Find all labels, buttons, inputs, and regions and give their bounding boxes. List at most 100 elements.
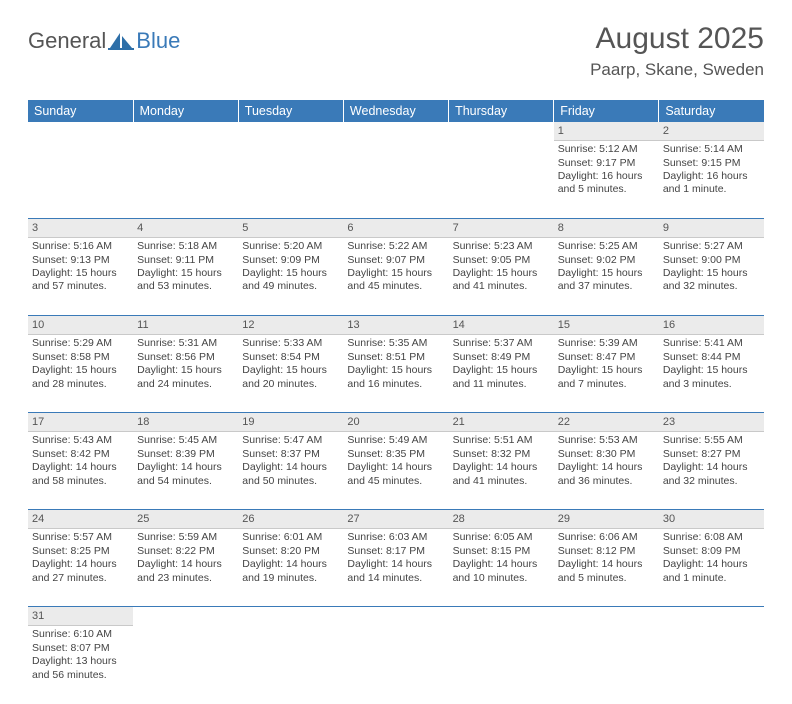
sunset-text: Sunset: 8:49 PM <box>453 351 550 364</box>
day1-text: Daylight: 15 hours <box>558 364 655 377</box>
day1-text: Daylight: 13 hours <box>32 655 129 668</box>
day1-text: Daylight: 14 hours <box>663 461 760 474</box>
day2-text: and 41 minutes. <box>453 475 550 488</box>
col-friday: Friday <box>554 100 659 122</box>
day1-text: Daylight: 15 hours <box>32 364 129 377</box>
day1-text: Daylight: 14 hours <box>558 461 655 474</box>
day2-text: and 23 minutes. <box>137 572 234 585</box>
day-cell <box>238 626 343 704</box>
day-cell <box>659 626 764 704</box>
day1-text: Daylight: 15 hours <box>242 267 339 280</box>
sunrise-text: Sunrise: 5:59 AM <box>137 531 234 544</box>
col-saturday: Saturday <box>659 100 764 122</box>
day1-text: Daylight: 16 hours <box>558 170 655 183</box>
day-cell: Sunrise: 6:06 AMSunset: 8:12 PMDaylight:… <box>554 529 659 607</box>
day-cell: Sunrise: 5:27 AMSunset: 9:00 PMDaylight:… <box>659 238 764 316</box>
sunrise-text: Sunrise: 5:55 AM <box>663 434 760 447</box>
sunset-text: Sunset: 9:15 PM <box>663 157 760 170</box>
col-thursday: Thursday <box>449 100 554 122</box>
day-number: 13 <box>343 316 448 335</box>
day-number: 7 <box>449 219 554 238</box>
day2-text: and 1 minute. <box>663 183 760 196</box>
day2-text: and 1 minute. <box>663 572 760 585</box>
sunrise-text: Sunrise: 5:23 AM <box>453 240 550 253</box>
sunset-text: Sunset: 8:30 PM <box>558 448 655 461</box>
day2-text: and 54 minutes. <box>137 475 234 488</box>
day-number: 24 <box>28 510 133 529</box>
sunrise-text: Sunrise: 6:10 AM <box>32 628 129 641</box>
day2-text: and 3 minutes. <box>663 378 760 391</box>
sunset-text: Sunset: 8:25 PM <box>32 545 129 558</box>
day-number: 2 <box>659 122 764 141</box>
sunset-text: Sunset: 8:32 PM <box>453 448 550 461</box>
sunset-text: Sunset: 8:22 PM <box>137 545 234 558</box>
day-number: 14 <box>449 316 554 335</box>
day-cell <box>449 141 554 219</box>
day1-text: Daylight: 14 hours <box>32 558 129 571</box>
day1-text: Daylight: 16 hours <box>663 170 760 183</box>
day-cell <box>238 141 343 219</box>
day-number: 8 <box>554 219 659 238</box>
day-number: 15 <box>554 316 659 335</box>
day-number: 25 <box>133 510 238 529</box>
location-label: Paarp, Skane, Sweden <box>590 60 764 80</box>
day1-text: Daylight: 14 hours <box>347 558 444 571</box>
day-cell <box>133 626 238 704</box>
day-cell: Sunrise: 5:47 AMSunset: 8:37 PMDaylight:… <box>238 432 343 510</box>
week-row: Sunrise: 5:57 AMSunset: 8:25 PMDaylight:… <box>28 529 764 607</box>
sunrise-text: Sunrise: 5:45 AM <box>137 434 234 447</box>
day1-text: Daylight: 14 hours <box>137 558 234 571</box>
day-number: 29 <box>554 510 659 529</box>
day-number <box>659 607 764 626</box>
sunset-text: Sunset: 9:00 PM <box>663 254 760 267</box>
sunset-text: Sunset: 8:42 PM <box>32 448 129 461</box>
day1-text: Daylight: 14 hours <box>242 461 339 474</box>
day-number: 21 <box>449 413 554 432</box>
sunrise-text: Sunrise: 5:47 AM <box>242 434 339 447</box>
sunset-text: Sunset: 8:17 PM <box>347 545 444 558</box>
day-number <box>343 607 448 626</box>
sunset-text: Sunset: 8:35 PM <box>347 448 444 461</box>
day2-text: and 5 minutes. <box>558 183 655 196</box>
sunrise-text: Sunrise: 5:31 AM <box>137 337 234 350</box>
sunrise-text: Sunrise: 5:18 AM <box>137 240 234 253</box>
day-number: 10 <box>28 316 133 335</box>
day-cell <box>133 141 238 219</box>
sunset-text: Sunset: 9:11 PM <box>137 254 234 267</box>
day-number: 5 <box>238 219 343 238</box>
day2-text: and 5 minutes. <box>558 572 655 585</box>
day-number <box>554 607 659 626</box>
day-cell: Sunrise: 5:43 AMSunset: 8:42 PMDaylight:… <box>28 432 133 510</box>
sunset-text: Sunset: 8:12 PM <box>558 545 655 558</box>
day2-text: and 32 minutes. <box>663 280 760 293</box>
day1-text: Daylight: 14 hours <box>347 461 444 474</box>
day-number-row: 31 <box>28 607 764 626</box>
sunrise-text: Sunrise: 5:25 AM <box>558 240 655 253</box>
day2-text: and 32 minutes. <box>663 475 760 488</box>
sunrise-text: Sunrise: 5:57 AM <box>32 531 129 544</box>
day-number: 23 <box>659 413 764 432</box>
day-cell: Sunrise: 5:59 AMSunset: 8:22 PMDaylight:… <box>133 529 238 607</box>
day-cell: Sunrise: 5:23 AMSunset: 9:05 PMDaylight:… <box>449 238 554 316</box>
sunset-text: Sunset: 9:02 PM <box>558 254 655 267</box>
day-number: 26 <box>238 510 343 529</box>
day-number: 27 <box>343 510 448 529</box>
day-cell: Sunrise: 5:53 AMSunset: 8:30 PMDaylight:… <box>554 432 659 510</box>
day2-text: and 36 minutes. <box>558 475 655 488</box>
day1-text: Daylight: 14 hours <box>242 558 339 571</box>
day-number <box>133 607 238 626</box>
day2-text: and 24 minutes. <box>137 378 234 391</box>
sunrise-text: Sunrise: 6:01 AM <box>242 531 339 544</box>
day-number: 4 <box>133 219 238 238</box>
sunset-text: Sunset: 8:44 PM <box>663 351 760 364</box>
day2-text: and 28 minutes. <box>32 378 129 391</box>
sunset-text: Sunset: 9:13 PM <box>32 254 129 267</box>
day-cell: Sunrise: 5:22 AMSunset: 9:07 PMDaylight:… <box>343 238 448 316</box>
sunset-text: Sunset: 9:09 PM <box>242 254 339 267</box>
day-number <box>449 607 554 626</box>
day1-text: Daylight: 15 hours <box>347 364 444 377</box>
day1-text: Daylight: 15 hours <box>137 364 234 377</box>
day-cell <box>28 141 133 219</box>
sunset-text: Sunset: 9:05 PM <box>453 254 550 267</box>
day-cell: Sunrise: 5:33 AMSunset: 8:54 PMDaylight:… <box>238 335 343 413</box>
